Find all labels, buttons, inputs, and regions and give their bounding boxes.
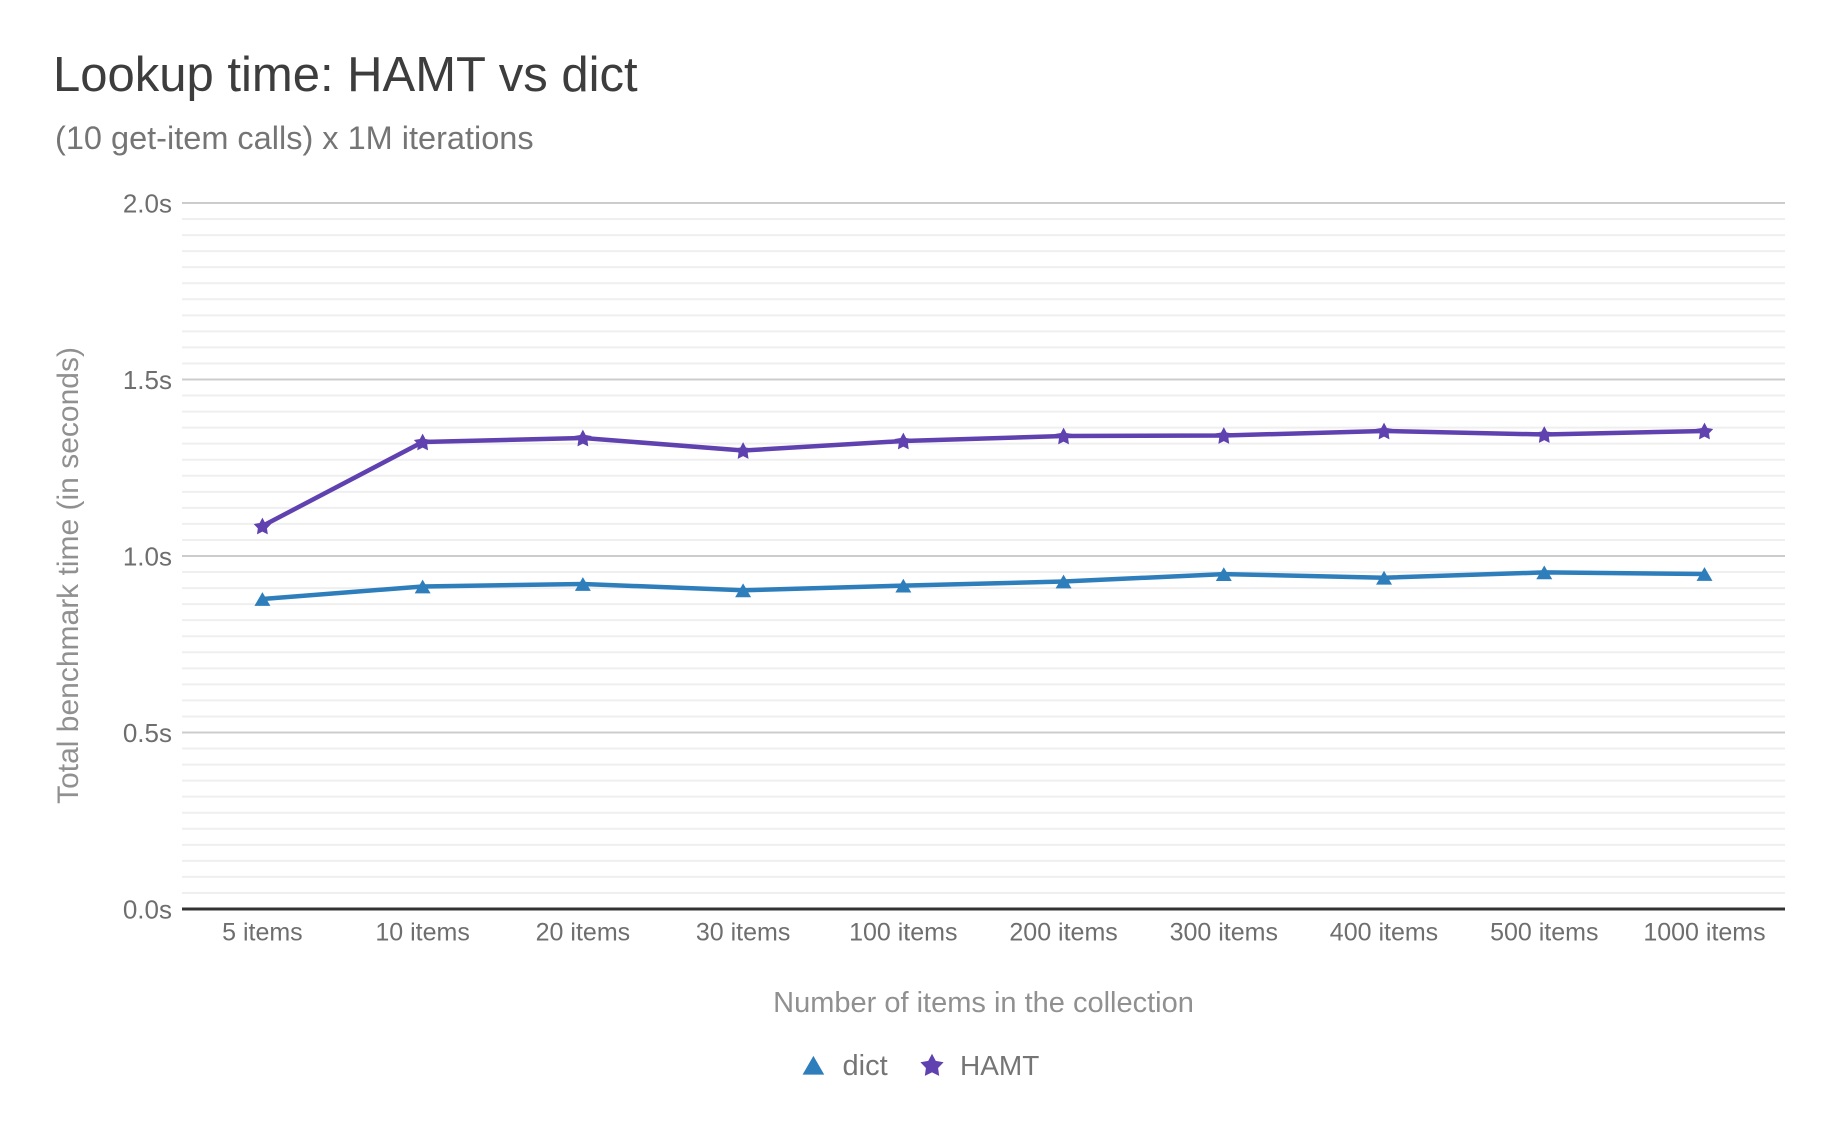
- svg-text:0.5s: 0.5s: [123, 718, 172, 748]
- svg-text:1.5s: 1.5s: [123, 365, 172, 395]
- svg-text:0.0s: 0.0s: [123, 894, 172, 924]
- svg-text:1000 items: 1000 items: [1643, 919, 1765, 947]
- svg-text:Number of items in the collect: Number of items in the collection: [773, 987, 1194, 1019]
- svg-text:5 items: 5 items: [222, 919, 303, 947]
- svg-text:20 items: 20 items: [536, 919, 630, 947]
- svg-text:2.0s: 2.0s: [123, 188, 172, 218]
- svg-text:(10 get-item calls) x 1M itera: (10 get-item calls) x 1M iterations: [55, 120, 534, 156]
- svg-text:200 items: 200 items: [1009, 919, 1117, 947]
- svg-text:300 items: 300 items: [1170, 919, 1278, 947]
- svg-text:dict: dict: [843, 1050, 888, 1082]
- svg-text:100 items: 100 items: [849, 919, 957, 947]
- svg-text:1.0s: 1.0s: [123, 541, 172, 571]
- svg-text:30 items: 30 items: [696, 919, 790, 947]
- svg-text:10 items: 10 items: [375, 919, 469, 947]
- svg-text:400 items: 400 items: [1330, 919, 1438, 947]
- svg-text:500 items: 500 items: [1490, 919, 1598, 947]
- svg-text:Lookup time: HAMT vs dict: Lookup time: HAMT vs dict: [53, 48, 638, 102]
- svg-text:Total benchmark time (in secon: Total benchmark time (in seconds): [52, 347, 85, 804]
- svg-text:HAMT: HAMT: [960, 1050, 1039, 1081]
